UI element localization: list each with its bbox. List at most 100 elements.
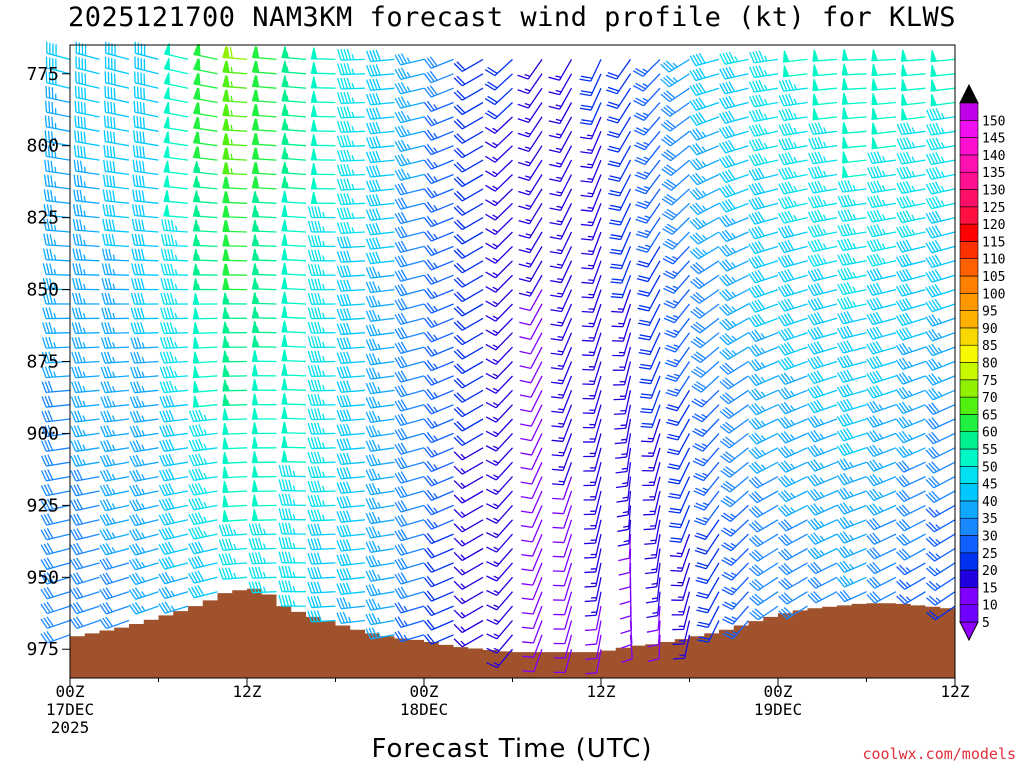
wind-barb	[748, 476, 779, 489]
wind-barb	[719, 375, 749, 390]
wind-barb	[808, 122, 838, 135]
wind-barb	[611, 318, 632, 342]
wind-barb	[394, 298, 425, 311]
wind-barb	[930, 50, 956, 63]
wind-barb	[748, 255, 779, 269]
wind-barb	[336, 221, 366, 234]
wind-barb	[366, 64, 395, 77]
wind-barb	[695, 548, 720, 570]
colorbar-tick-label: 130	[982, 184, 1005, 199]
wind-barb	[310, 119, 336, 132]
wind-barb	[807, 312, 838, 326]
wind-barb	[70, 513, 100, 526]
wind-barb	[633, 116, 661, 136]
wind-barb	[579, 59, 602, 82]
wind-barb	[158, 453, 189, 467]
wind-barb	[365, 194, 395, 207]
wind-barb	[925, 519, 956, 533]
wind-barb	[485, 289, 513, 308]
wind-barb	[866, 488, 897, 502]
wind-barb	[836, 369, 867, 383]
wind-barb	[251, 350, 277, 363]
wind-barb	[485, 346, 513, 365]
wind-barb	[188, 512, 218, 526]
wind-barb	[662, 260, 690, 280]
wind-barb	[45, 56, 71, 75]
wind-barb	[895, 327, 926, 341]
wind-barb	[895, 489, 926, 503]
wind-barb	[307, 408, 336, 421]
wind-barb	[520, 461, 543, 485]
wind-barb	[836, 502, 867, 515]
wind-barb	[807, 429, 838, 443]
wind-barb	[40, 557, 71, 570]
wind-barb	[336, 135, 366, 148]
wind-barb	[642, 462, 661, 487]
wind-barb	[423, 129, 454, 141]
colorbar-swatch	[959, 310, 979, 329]
colorbar-tick-label: 120	[982, 218, 1005, 233]
wind-barb	[778, 93, 808, 107]
wind-barb	[836, 442, 867, 456]
wind-barb	[163, 101, 189, 118]
wind-barb	[748, 79, 779, 93]
wind-barb	[866, 253, 897, 267]
wind-barb	[618, 534, 632, 562]
wind-barb	[102, 189, 130, 204]
wind-barb	[719, 432, 749, 449]
wind-barb	[672, 620, 691, 645]
wind-barb	[579, 102, 602, 126]
wind-barb	[222, 452, 248, 464]
wind-barb	[158, 601, 189, 614]
wind-barb	[365, 280, 395, 294]
wind-barb	[281, 436, 307, 449]
colorbar-tick-label: 5	[982, 616, 990, 631]
wind-barb	[611, 289, 632, 313]
wind-barb	[606, 102, 632, 124]
wind-barb	[336, 510, 366, 523]
wind-barb	[423, 432, 454, 444]
wind-barb	[550, 318, 573, 341]
wind-barb	[896, 224, 926, 238]
credit-link[interactable]: coolwx.com/models	[862, 745, 1016, 763]
wind-barb	[637, 289, 661, 312]
wind-barb	[394, 96, 425, 109]
wind-barb	[748, 284, 779, 299]
wind-barb	[278, 565, 307, 578]
y-tick-label: 825	[26, 208, 59, 229]
wind-barb	[548, 102, 573, 125]
colorbar-swatch	[959, 465, 979, 484]
wind-barb	[549, 203, 573, 226]
wind-barb	[365, 179, 395, 193]
wind-barb	[281, 205, 307, 219]
colorbar-tick-label: 10	[982, 599, 998, 614]
wind-barb	[453, 73, 484, 87]
wind-barb	[583, 476, 602, 501]
wind-barb	[895, 283, 926, 297]
wind-barb	[777, 283, 808, 298]
y-tick-label: 875	[26, 352, 59, 373]
wind-barb	[101, 307, 130, 320]
wind-barb	[43, 233, 71, 248]
wind-barb	[609, 217, 632, 241]
wind-barb	[866, 384, 897, 399]
wind-barb	[129, 528, 159, 541]
wind-barb	[485, 317, 513, 337]
wind-barb	[896, 137, 926, 150]
wind-barb	[895, 401, 926, 415]
wind-barb	[866, 429, 897, 443]
colorbar-swatch	[959, 552, 979, 571]
wind-barb	[453, 605, 484, 619]
wind-barb	[613, 375, 632, 401]
wind-barb	[521, 577, 543, 601]
wind-barb	[665, 375, 691, 397]
wind-barb	[310, 90, 336, 104]
wind-barb	[337, 77, 366, 90]
x-tick-label: 00Z	[410, 682, 439, 701]
wind-barb	[43, 203, 71, 219]
wind-barb	[42, 292, 71, 305]
wind-barb	[778, 239, 808, 254]
wind-barb	[634, 130, 661, 151]
wind-barb	[160, 307, 189, 320]
